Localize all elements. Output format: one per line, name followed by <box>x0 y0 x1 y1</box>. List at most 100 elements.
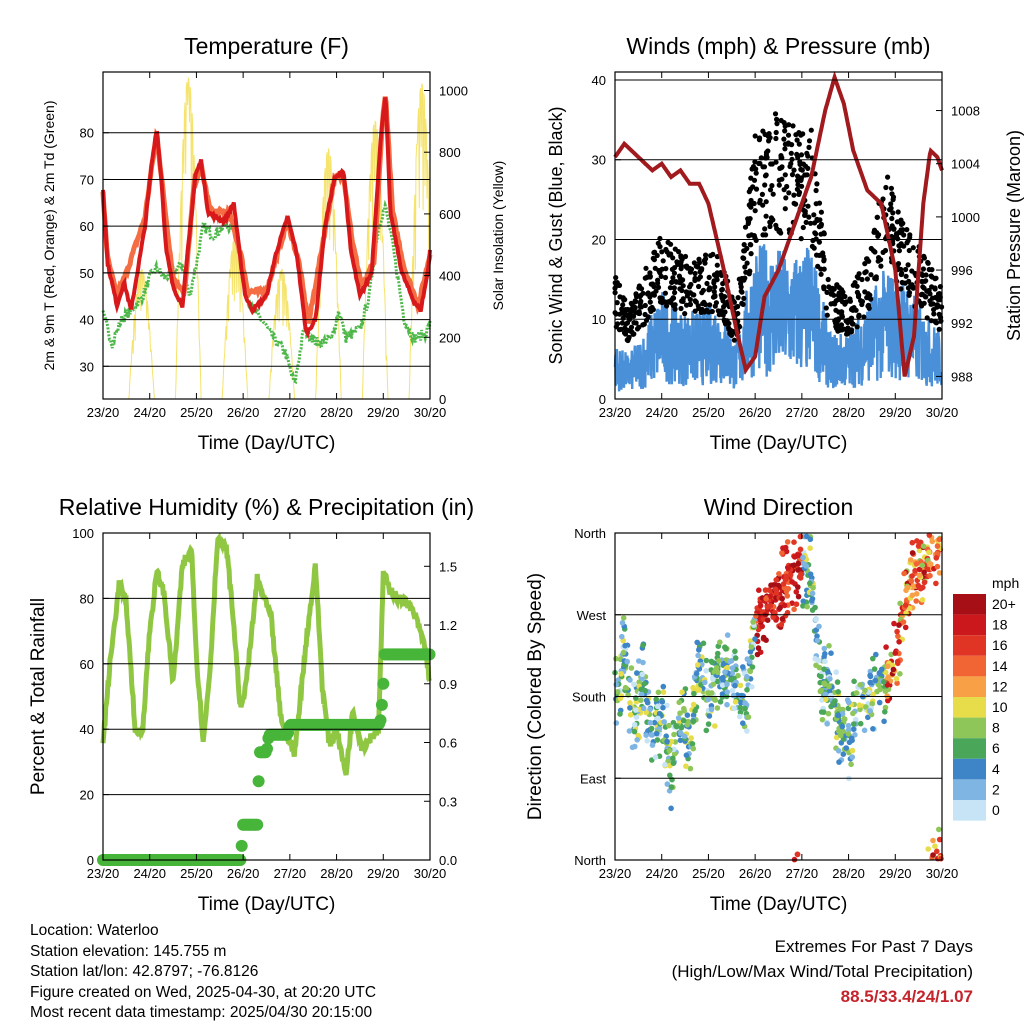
y2-tick-label: 200 <box>439 330 461 345</box>
solar-insolation-line <box>128 268 155 400</box>
direction-point <box>879 666 885 673</box>
gust-point <box>673 279 680 285</box>
gust-point <box>778 230 784 236</box>
gust-point <box>853 307 859 313</box>
direction-point <box>690 701 697 708</box>
direction-point <box>816 623 822 630</box>
direction-point <box>708 690 715 696</box>
direction-point <box>754 651 761 658</box>
gust-point <box>814 181 820 187</box>
gust-point <box>726 320 732 327</box>
direction-point <box>852 732 858 738</box>
direction-point <box>807 580 813 587</box>
direction-point <box>687 765 694 772</box>
direction-point <box>907 557 914 563</box>
x-tick-label: 23/20 <box>599 405 632 420</box>
y2-tick-label: 992 <box>951 316 973 331</box>
gust-point <box>742 248 748 254</box>
y2-tick-label: 1004 <box>951 157 980 172</box>
direction-point <box>821 645 828 652</box>
direction-point <box>620 615 627 621</box>
x-tick-label: 26/20 <box>227 866 260 881</box>
gust-point <box>625 337 631 344</box>
direction-point <box>789 600 795 606</box>
y-tick-label: 40 <box>80 313 94 328</box>
gust-point <box>662 274 669 281</box>
direction-point <box>904 584 911 591</box>
direction-point <box>738 699 744 706</box>
direction-point <box>690 745 697 752</box>
legend-swatch <box>953 676 986 697</box>
direction-point <box>677 710 683 716</box>
direction-point <box>669 776 675 783</box>
direction-point <box>804 603 810 610</box>
gust-point <box>623 311 629 317</box>
chart-title: Winds (mph) & Pressure (mb) <box>626 33 930 59</box>
gust-point <box>776 182 782 188</box>
direction-point <box>731 705 737 712</box>
gust-point <box>788 161 794 167</box>
direction-point <box>717 639 723 645</box>
gust-point <box>650 255 656 261</box>
direction-point <box>917 585 924 592</box>
gust-point <box>742 224 749 230</box>
x-tick-label: 30/20 <box>926 866 959 881</box>
direction-point <box>827 676 833 682</box>
gust-point <box>910 245 916 251</box>
x-tick-label: 26/20 <box>739 405 772 420</box>
gust-point <box>868 296 874 302</box>
gust-point <box>682 311 688 317</box>
direction-point <box>791 539 797 545</box>
gust-point <box>779 176 785 182</box>
direction-point <box>714 705 721 711</box>
gust-point <box>716 312 722 318</box>
direction-point <box>851 721 857 727</box>
direction-point <box>840 728 846 735</box>
gust-point <box>741 295 747 301</box>
direction-point <box>749 684 755 690</box>
direction-point <box>667 772 673 779</box>
gust-point <box>614 300 620 306</box>
gust-point <box>631 304 637 310</box>
y-tick-label: West <box>577 608 607 623</box>
direction-point <box>857 682 863 688</box>
gust-point <box>866 258 872 264</box>
direction-point <box>653 730 660 737</box>
direction-point <box>936 836 943 843</box>
gust-point <box>815 263 821 269</box>
direction-point <box>626 728 633 734</box>
gust-point <box>678 254 684 260</box>
y-tick-label: 80 <box>80 126 94 141</box>
direction-point <box>800 603 806 609</box>
direction-point <box>881 679 887 685</box>
direction-point <box>749 654 755 661</box>
y2-tick-label: 800 <box>439 145 461 160</box>
direction-point <box>936 826 942 833</box>
gust-point <box>849 315 855 321</box>
gust-point <box>616 327 623 333</box>
direction-point <box>708 706 715 713</box>
direction-point <box>677 737 684 744</box>
location-text: Location: Waterloo <box>30 922 159 939</box>
gust-point <box>643 265 649 271</box>
direction-point <box>770 614 776 620</box>
direction-point <box>653 696 659 703</box>
direction-point <box>927 572 933 579</box>
direction-point <box>779 616 786 622</box>
direction-point <box>713 665 720 671</box>
direction-point <box>738 692 745 699</box>
direction-point <box>716 658 722 664</box>
gust-point <box>888 205 894 211</box>
station-info: Location: Waterloo Station elevation: 14… <box>30 921 376 1024</box>
gust-point <box>751 200 757 207</box>
gust-point <box>638 298 644 304</box>
gust-point <box>767 223 773 230</box>
direction-point <box>644 738 650 744</box>
direction-point <box>836 759 842 765</box>
direction-point <box>641 680 648 687</box>
direction-point <box>767 593 774 600</box>
direction-point <box>696 647 702 653</box>
gust-point <box>769 161 775 167</box>
x-tick-label: 28/20 <box>832 405 865 420</box>
direction-point <box>627 705 633 711</box>
